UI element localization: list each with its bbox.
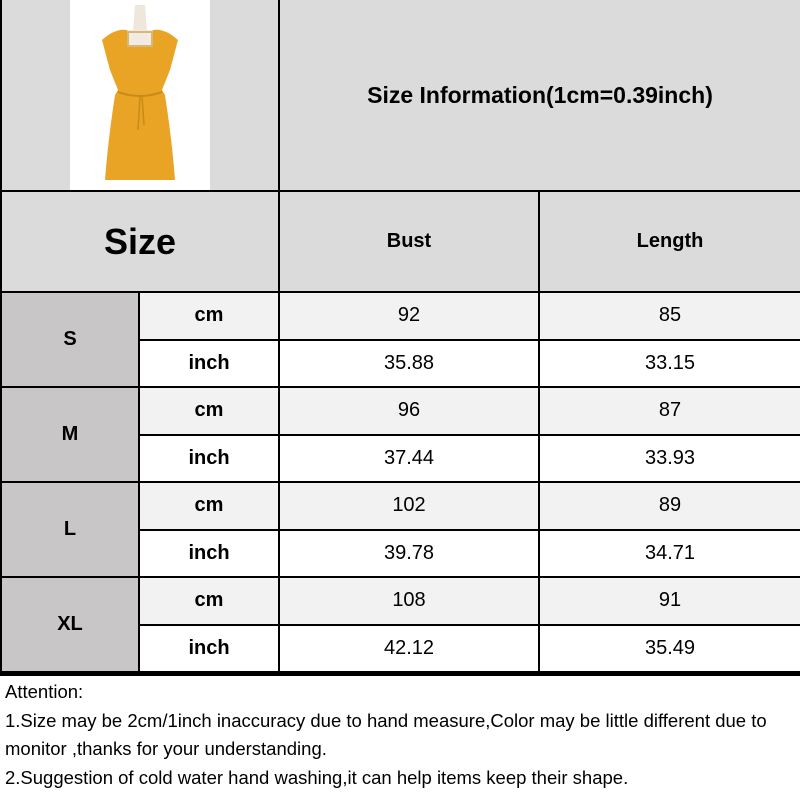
- header-length-label: Length: [636, 230, 704, 252]
- length-cell: 33.93: [540, 435, 800, 481]
- unit-cell: inch: [140, 530, 278, 576]
- length-cell: 35.49: [540, 625, 800, 671]
- length-cell-text: 34.71: [644, 541, 696, 564]
- size-label: XL: [2, 578, 138, 671]
- unit-cell-text: cm: [194, 304, 224, 327]
- title-cell: Size Information(1cm=0.39inch): [280, 0, 800, 190]
- header-size-label: Size: [103, 220, 177, 262]
- length-cell-text: 33.93: [644, 446, 696, 469]
- length-cell: 33.15: [540, 340, 800, 386]
- bust-cell: 42.12: [280, 625, 538, 671]
- header-bust-label: Bust: [386, 230, 432, 252]
- unit-cell: cm: [140, 388, 278, 434]
- unit-cell: cm: [140, 483, 278, 529]
- size-label-text: XL: [57, 613, 83, 635]
- page-title: Size Information(1cm=0.39inch): [367, 81, 713, 108]
- unit-cell-text: cm: [194, 589, 224, 612]
- bust-cell: 108: [280, 578, 538, 624]
- length-cell-text: 89: [658, 494, 682, 517]
- bust-cell: 37.44: [280, 435, 538, 481]
- header-bust: Bust: [280, 192, 538, 291]
- unit-cell-text: inch: [188, 446, 230, 469]
- bust-cell-text: 96: [397, 399, 421, 422]
- length-cell: 34.71: [540, 530, 800, 576]
- attention-notes: Attention: 1.Size may be 2cm/1inch inacc…: [0, 676, 800, 800]
- bust-cell: 35.88: [280, 340, 538, 386]
- bust-cell-text: 39.78: [383, 541, 435, 564]
- product-image-cell: [2, 0, 278, 190]
- unit-cell: cm: [140, 293, 278, 339]
- length-cell-text: 85: [658, 304, 682, 327]
- unit-cell-text: inch: [188, 636, 230, 659]
- unit-cell: inch: [140, 625, 278, 671]
- length-cell-text: 91: [658, 589, 682, 612]
- size-label-text: S: [63, 328, 77, 350]
- size-label: L: [2, 483, 138, 576]
- bust-cell-text: 102: [392, 494, 426, 517]
- length-cell: 87: [540, 388, 800, 434]
- notes-heading: Attention:: [5, 681, 84, 702]
- length-cell-text: 35.49: [644, 636, 696, 659]
- unit-cell-text: cm: [194, 399, 224, 422]
- bust-cell: 102: [280, 483, 538, 529]
- length-cell: 89: [540, 483, 800, 529]
- unit-cell-text: cm: [194, 494, 224, 517]
- bust-cell-text: 92: [397, 304, 421, 327]
- length-cell: 91: [540, 578, 800, 624]
- length-cell: 85: [540, 293, 800, 339]
- length-cell-text: 33.15: [644, 351, 696, 374]
- unit-cell: inch: [140, 340, 278, 386]
- length-cell-text: 87: [658, 399, 682, 422]
- size-label-text: M: [61, 423, 79, 445]
- notes-line-2: 2.Suggestion of cold water hand washing,…: [5, 766, 629, 788]
- bust-cell: 96: [280, 388, 538, 434]
- bust-cell: 39.78: [280, 530, 538, 576]
- header-size: Size: [2, 192, 278, 291]
- size-label: S: [2, 293, 138, 386]
- size-label: M: [2, 388, 138, 481]
- unit-cell-text: inch: [188, 351, 230, 374]
- unit-cell-text: inch: [188, 541, 230, 564]
- bust-cell-text: 37.44: [383, 446, 435, 469]
- bust-cell-text: 35.88: [383, 351, 435, 374]
- bust-cell-text: 108: [392, 589, 426, 612]
- size-label-text: L: [63, 518, 77, 540]
- dress-image: [70, 0, 210, 190]
- unit-cell: inch: [140, 435, 278, 481]
- bust-cell-text: 42.12: [383, 636, 435, 659]
- unit-cell: cm: [140, 578, 278, 624]
- notes-line-1: 1.Size may be 2cm/1inch inaccuracy due t…: [5, 709, 767, 760]
- bust-cell: 92: [280, 293, 538, 339]
- header-length: Length: [540, 192, 800, 291]
